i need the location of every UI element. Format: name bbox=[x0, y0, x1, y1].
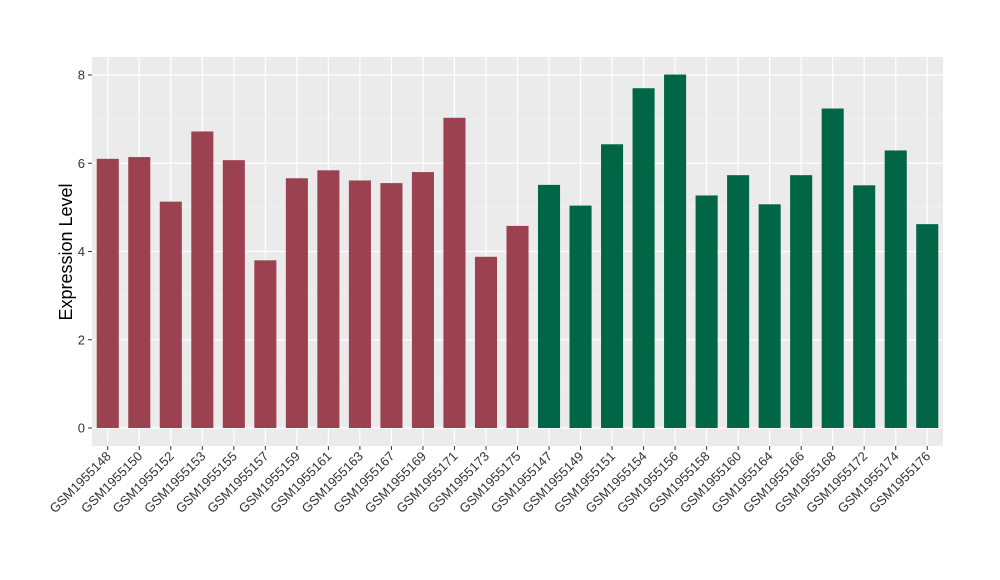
bar bbox=[411, 172, 434, 428]
bar bbox=[96, 158, 119, 428]
bar bbox=[254, 260, 277, 428]
y-tick-label: 0 bbox=[78, 421, 85, 436]
bar bbox=[506, 225, 529, 428]
bar bbox=[474, 256, 498, 428]
bar bbox=[727, 175, 750, 428]
bar bbox=[380, 183, 403, 428]
bar bbox=[443, 117, 466, 429]
y-tick-label: 2 bbox=[78, 332, 85, 347]
y-axis: 0 2 4 6 8 bbox=[78, 68, 92, 436]
bar bbox=[790, 175, 813, 428]
bar bbox=[664, 74, 687, 428]
y-tick-label: 6 bbox=[78, 156, 85, 171]
x-axis: GSM1955148GSM1955150GSM1955152GSM1955153… bbox=[47, 446, 933, 516]
bar bbox=[537, 184, 561, 428]
bar bbox=[285, 178, 308, 428]
bar bbox=[159, 201, 182, 428]
bar bbox=[317, 170, 340, 428]
bar bbox=[821, 108, 844, 428]
y-axis-title: Expression Level bbox=[56, 183, 76, 320]
bar bbox=[191, 131, 214, 429]
y-tick-label: 4 bbox=[78, 244, 85, 259]
bar bbox=[916, 224, 939, 428]
bars bbox=[96, 74, 939, 429]
bar bbox=[758, 204, 781, 428]
bar bbox=[569, 205, 592, 428]
bar bbox=[348, 180, 371, 428]
bar bbox=[601, 144, 624, 428]
bar bbox=[695, 195, 718, 428]
bar bbox=[222, 160, 245, 428]
bar bbox=[853, 185, 876, 428]
bar bbox=[632, 88, 655, 429]
y-tick-label: 8 bbox=[78, 68, 85, 83]
bar bbox=[128, 157, 151, 428]
bar bbox=[884, 150, 907, 429]
